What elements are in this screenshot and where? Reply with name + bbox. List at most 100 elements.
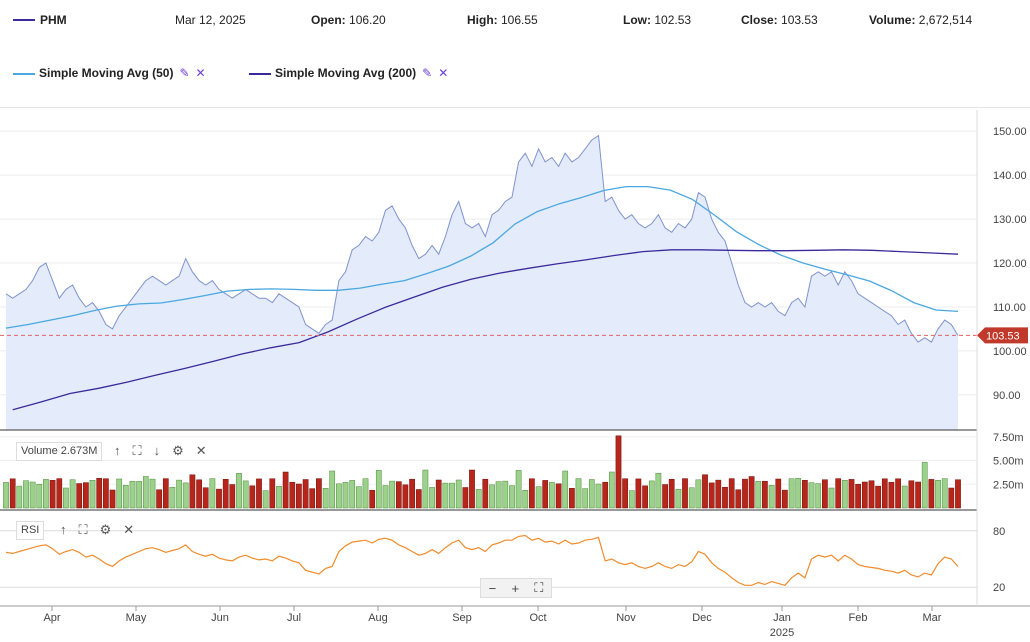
volume-bar [56,478,63,509]
close-icon[interactable]: ✕ [438,66,449,80]
volume-bar [415,489,422,509]
volume-bar [688,487,695,509]
volume-bar [855,483,861,509]
volume-bar [455,479,462,509]
volume-bar [875,485,881,509]
volume-bar [103,478,109,509]
gear-icon[interactable]: ⚙ [99,522,112,537]
arrow-down-icon[interactable]: ↓ [153,443,161,458]
symbol-label: PHM [40,13,67,27]
volume-bar [76,483,83,509]
stock-chart[interactable]: 150.00 140.00 130.00 120.00 110.00 100.00 90.0… [0,110,1030,642]
sma50-swatch [13,72,35,75]
volume-bar [355,486,362,509]
volume-bar [36,484,43,509]
volume-bar [302,479,309,509]
volume-bar [389,480,395,509]
sma50-line [5,185,959,329]
volume-bar [881,478,888,509]
volume-bar [535,486,542,509]
volume-bar [222,479,229,509]
volume-bar [43,479,49,509]
volume-bar [602,481,609,509]
close-icon[interactable]: ✕ [123,522,135,537]
rsi-pane-label: RSI [16,521,45,540]
volume-bar [795,478,802,509]
fit-button[interactable]: ⛶ [534,580,544,595]
price-tick-label: 110.00 [993,302,1026,314]
volume-value: 2,672,514 [918,13,973,27]
volume-bar [162,478,169,509]
volume-bar [375,470,382,509]
volume-bar [256,478,262,509]
expand-icon[interactable]: ⛶ [132,443,142,458]
volume-bar [329,470,336,509]
volume-bar [482,478,489,509]
volume-group: Volume: 2,672,514 [869,13,972,27]
pencil-icon[interactable]: ✎ [179,66,190,80]
price-tick-label: 130.00 [993,214,1027,226]
volume-bar [722,486,728,509]
volume-bar [382,485,389,509]
volume-bar [715,479,722,509]
volume-bar [608,471,615,509]
volume-bar [555,483,562,509]
volume-bar [675,488,682,509]
symbol-line-swatch [13,19,35,21]
volume-bar [296,483,302,509]
volume-bar [835,478,842,509]
volume-bar [868,480,875,509]
volume-bar [588,479,595,509]
volume-bar [941,478,948,509]
volume-bar [269,478,276,509]
volume-bar [49,480,56,509]
volume-bar [83,482,89,509]
volume-bar [136,481,142,509]
price-line [5,134,959,343]
close-icon[interactable]: ✕ [195,66,206,80]
high-label: High: [467,13,498,27]
volume-pane-label: Volume 2.673M [16,442,103,461]
volume-bar [189,474,196,509]
volume-bar [282,471,289,509]
expand-icon[interactable]: ⛶ [78,522,88,537]
last-price-badge [977,327,1028,344]
x-tick-label: Feb [849,612,868,624]
x-year-label: 2025 [770,627,794,639]
volume-bar [848,479,855,509]
indicator-sma50[interactable]: Simple Moving Avg (50) ✎ ✕ [13,66,206,80]
volume-bar [109,489,116,509]
close-icon[interactable]: ✕ [195,443,207,458]
volume-bar [948,487,955,509]
rsi-pane-tools: ↑ ⛶ ⚙ ✕ [60,522,146,538]
zoom-out-button[interactable]: − [488,580,497,596]
volume-bar [209,478,216,509]
volume-bar [569,488,575,509]
volume-bar [748,476,755,509]
x-tick-label: Jan [773,612,791,624]
volume-bar [489,484,495,509]
volume-bar [921,462,928,509]
volume-bar [695,479,702,509]
volume-bar [775,478,782,509]
indicator-sma200[interactable]: Simple Moving Avg (200) ✎ ✕ [249,66,448,80]
close-value: 103.53 [781,13,818,27]
volume-bar [928,479,935,509]
volume-bar [29,481,36,509]
gear-icon[interactable]: ⚙ [172,443,184,458]
price-tick-label: 100.00 [993,346,1027,358]
pencil-icon[interactable]: ✎ [422,66,433,80]
volume-bar [462,487,469,509]
arrow-up-icon[interactable]: ↑ [60,522,67,537]
open-value: 106.20 [349,13,386,27]
volume-bar [615,435,622,509]
ohlc-header: PHM Mar 12, 2025 Open: 106.20 High: 106.… [0,10,1030,32]
x-tick-label: Mar [923,612,942,624]
zoom-in-button[interactable]: + [511,580,520,596]
arrow-up-icon[interactable]: ↑ [114,443,121,458]
volume-bar [575,478,582,509]
x-tick-label: May [126,612,147,624]
price-tick-label: 90.00 [993,390,1021,402]
volume-bar [861,481,868,509]
volume-bar [562,470,569,509]
